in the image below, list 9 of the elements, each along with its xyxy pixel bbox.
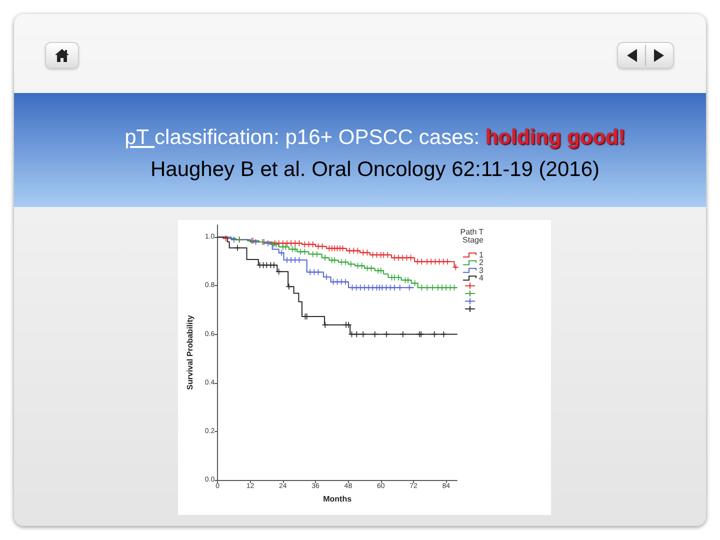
chart-subtitle: Haughey B et al. Oral Oncology 62:11-19 (2016) [149,157,601,183]
chart-title: pT classification: p16+ OPSCC cases: holding good! [124,125,626,151]
legend-title: Path T Stage [460,228,486,244]
x-axis-title: Months [323,494,352,504]
legend-label: 1 [479,250,484,260]
legend-label: 3 [479,266,484,275]
legend-label: 4 [479,274,484,283]
legend-label: 2 [479,258,484,268]
y-axis-title: Survival Probability [186,314,194,390]
